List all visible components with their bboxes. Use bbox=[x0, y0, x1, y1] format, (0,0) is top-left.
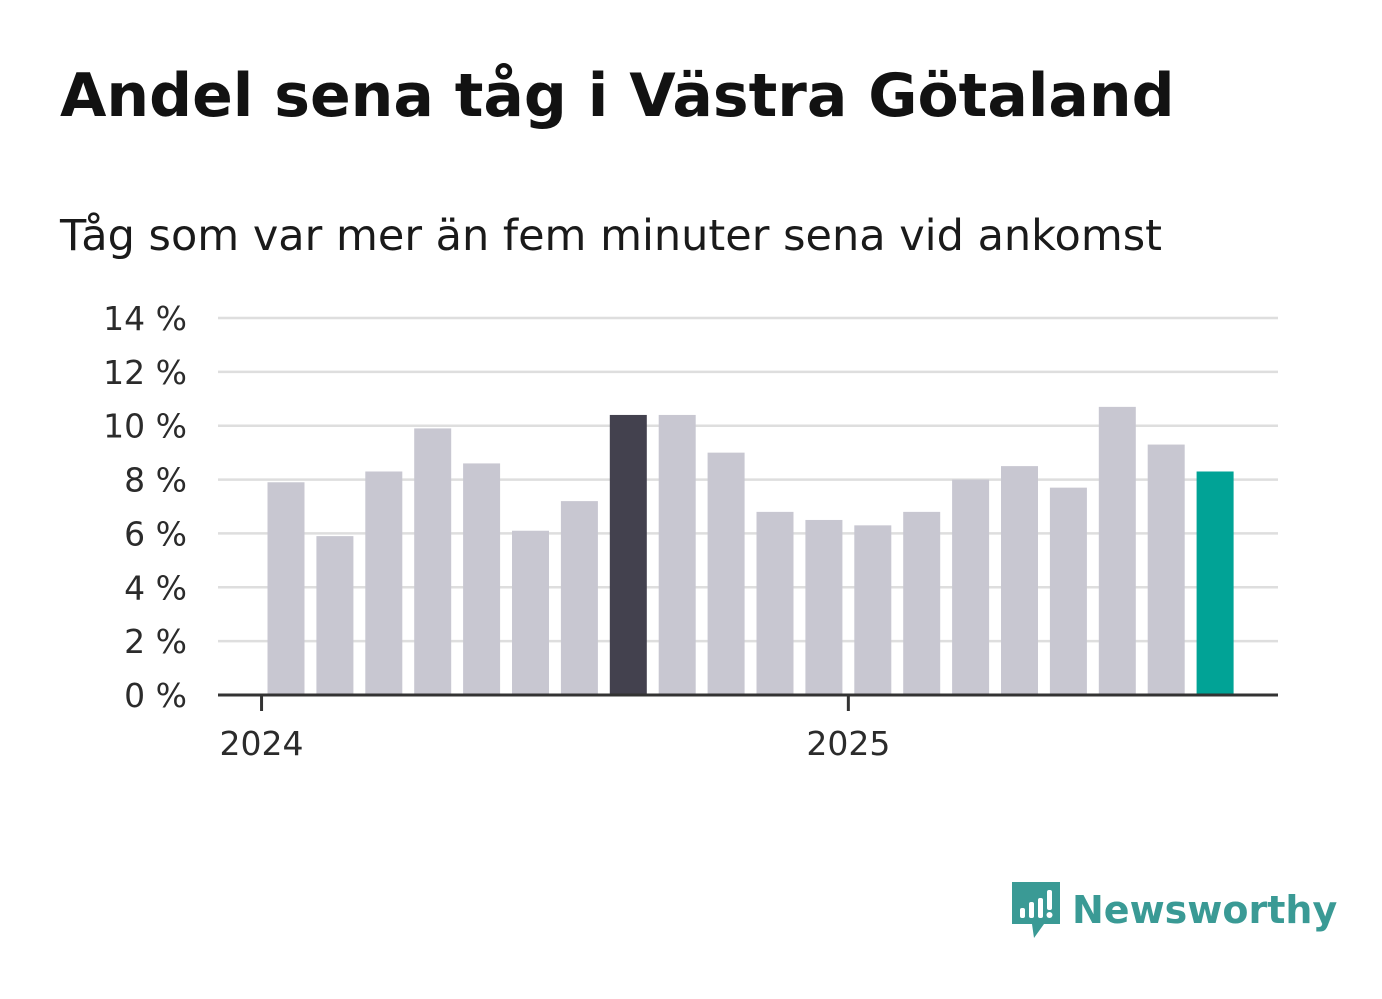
bar bbox=[903, 511, 941, 695]
bar bbox=[805, 519, 843, 695]
bar bbox=[1001, 466, 1038, 695]
y-tick-label: 10 % bbox=[103, 407, 187, 446]
x-tick-label: 2025 bbox=[806, 724, 890, 763]
y-tick-label: 14 % bbox=[103, 299, 187, 338]
bar bbox=[1098, 406, 1136, 695]
x-tick-label: 2024 bbox=[220, 724, 304, 763]
bar bbox=[365, 471, 403, 695]
y-tick-label: 8 % bbox=[124, 461, 187, 500]
bar bbox=[952, 479, 990, 695]
chart-subtitle: Tåg som var mer än fem minuter sena vid … bbox=[60, 211, 1163, 261]
y-tick-label: 2 % bbox=[124, 622, 187, 661]
bar bbox=[1049, 487, 1087, 695]
newsworthy-logo: Newsworthy bbox=[1010, 880, 1337, 940]
x-axis-labels: 2024 2025 bbox=[220, 724, 891, 763]
y-tick-label: 6 % bbox=[124, 514, 187, 553]
bar bbox=[267, 482, 305, 695]
bar bbox=[512, 530, 549, 695]
y-tick-label: 12 % bbox=[103, 353, 187, 392]
bar bbox=[414, 428, 452, 695]
bar bbox=[1147, 444, 1185, 695]
newsworthy-logo-icon bbox=[1012, 882, 1060, 938]
newsworthy-logo-text: Newsworthy bbox=[1072, 888, 1338, 932]
bar bbox=[316, 536, 354, 695]
bars bbox=[267, 406, 1234, 695]
bar bbox=[658, 414, 696, 695]
bar bbox=[707, 452, 745, 695]
y-tick-label: 0 % bbox=[124, 676, 187, 715]
y-axis-labels: 0 % 2 % 4 % 6 % 8 % 10 % 12 % 14 % bbox=[103, 299, 187, 715]
bar bbox=[756, 511, 794, 695]
bar bbox=[854, 525, 892, 695]
chart-title: Andel sena tåg i Västra Götaland bbox=[60, 61, 1175, 131]
bar bbox=[1196, 471, 1234, 695]
y-tick-label: 4 % bbox=[124, 568, 187, 607]
x-axis bbox=[218, 693, 1278, 711]
bar bbox=[609, 414, 647, 695]
bar bbox=[560, 501, 598, 695]
bar bbox=[463, 463, 501, 695]
